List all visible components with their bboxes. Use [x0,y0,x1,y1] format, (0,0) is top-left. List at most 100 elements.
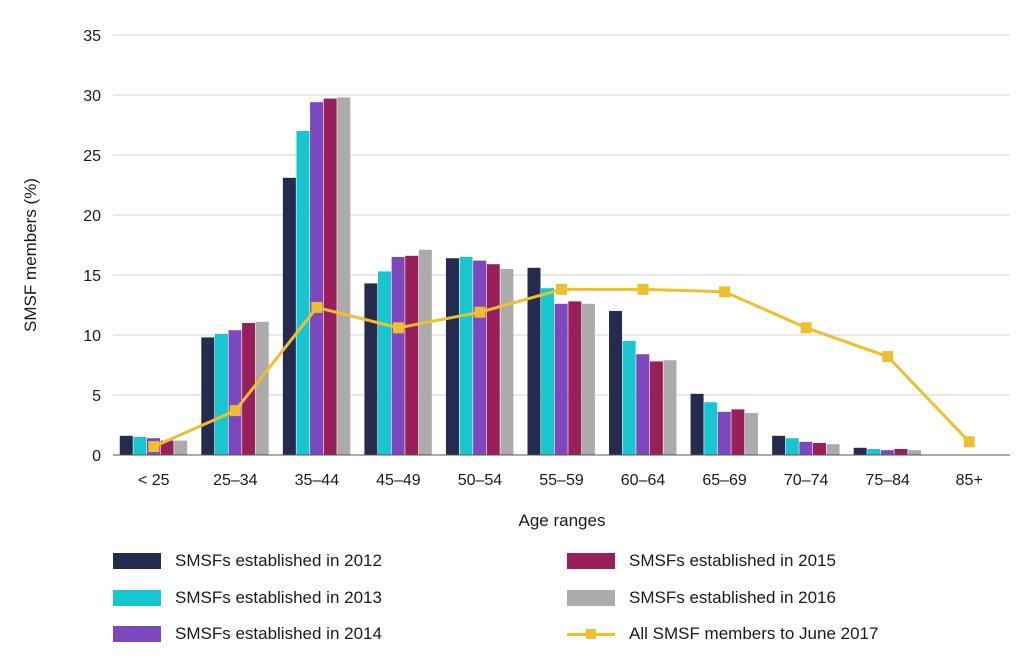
x-axis-ticks: < 25 25–34 35–44 45–49 50–54 55–59 60–64 65–69 7… [138,472,983,489]
bar [812,443,826,455]
bar [323,98,337,455]
legend-label-2012: SMSFs established in 2012 [175,551,382,570]
line-marker [474,306,486,318]
bar [228,330,242,455]
bar [717,411,731,455]
legend-item-2014: SMSFs established in 2014 [113,622,382,646]
line-marker [556,283,567,295]
x-tick-label: 65–69 [702,472,747,489]
bar [772,435,786,455]
bar [500,269,514,455]
bar [445,258,459,455]
bar [826,444,840,455]
bar [473,260,487,455]
x-tick-label: 50–54 [458,472,503,489]
line-marker [229,405,241,417]
bar [133,437,147,455]
bar [853,447,867,455]
bar [242,323,256,455]
bar [785,438,799,455]
bar [554,303,568,455]
bar [649,361,663,455]
x-tick-label: < 25 [138,472,170,489]
line-marker [963,436,975,448]
line-marker [800,322,812,334]
bar [568,301,582,455]
legend-label-2014: SMSFs established in 2014 [175,624,382,643]
line-marker [882,351,894,363]
bar [201,337,215,455]
legend-swatch-2015 [567,553,615,569]
bar [880,450,894,455]
y-axis-label: SMSF members (%) [21,178,40,332]
x-tick-label: 55–59 [539,472,584,489]
bar [663,360,677,455]
bar [255,321,269,455]
y-tick-label: 5 [92,388,101,405]
bar [541,288,555,455]
bar [622,341,636,455]
line-marker [392,322,404,334]
y-tick-label: 20 [83,208,101,225]
line-series [148,283,975,453]
y-tick-label: 10 [83,328,101,345]
bar [364,283,378,455]
x-tick-label: 35–44 [295,472,340,489]
bar [405,255,419,455]
y-tick-label: 35 [83,28,101,45]
bar [174,440,188,455]
bar [310,102,324,455]
bar [282,177,296,456]
x-axis-label: Age ranges [519,511,606,530]
bar [160,440,174,455]
bar [704,402,718,455]
line-marker [311,301,323,313]
y-tick-label: 0 [92,448,101,465]
bar [894,449,908,455]
legend-swatch-2012 [113,553,161,569]
bar [527,267,541,455]
legend-item-2013: SMSFs established in 2013 [113,586,382,610]
x-tick-label: 45–49 [376,472,421,489]
bar [581,303,595,455]
bar [214,333,228,455]
bar [690,393,704,455]
legend-swatch-2013 [113,590,161,606]
bar [486,264,500,455]
legend-swatch-2016 [567,590,615,606]
bar [609,311,623,455]
y-tick-label: 30 [83,88,101,105]
bar [744,413,758,455]
legend-label-2016: SMSFs established in 2016 [629,588,836,607]
bar [799,441,813,455]
x-tick-label: 25–34 [213,472,258,489]
bar [337,97,351,456]
x-tick-label: 70–74 [784,472,829,489]
y-axis-ticks: 0 5 10 15 20 25 30 35 [83,28,101,465]
legend-swatch-all-members [567,626,615,642]
y-tick-label: 15 [83,268,101,285]
bar [731,409,745,455]
legend-item-2012: SMSFs established in 2012 [113,549,382,573]
bar [636,354,650,455]
line-marker [637,283,649,295]
bar [459,257,473,455]
line-marker [719,286,731,298]
x-tick-label: 60–64 [621,472,666,489]
legend-item-all-members: All SMSF members to June 2017 [567,622,878,646]
bar [378,271,392,455]
chart: 0 5 10 15 20 25 30 35 < 25 25–34 35–44 45–49 50–54 5… [21,28,1010,530]
legend-label-2015: SMSFs established in 2015 [629,551,836,570]
bar [418,249,432,455]
line-marker [148,441,160,453]
legend: SMSFs established in 2012 SMSFs establis… [0,540,1029,659]
legend-item-2015: SMSFs established in 2015 [567,549,836,573]
legend-label-all-members: All SMSF members to June 2017 [629,624,879,643]
x-tick-label: 75–84 [865,472,910,489]
legend-item-2016: SMSFs established in 2016 [567,586,836,610]
bar [296,131,310,455]
bar [908,450,922,455]
x-tick-label: 85+ [956,472,983,489]
y-tick-label: 25 [83,148,101,165]
bar [119,435,133,455]
